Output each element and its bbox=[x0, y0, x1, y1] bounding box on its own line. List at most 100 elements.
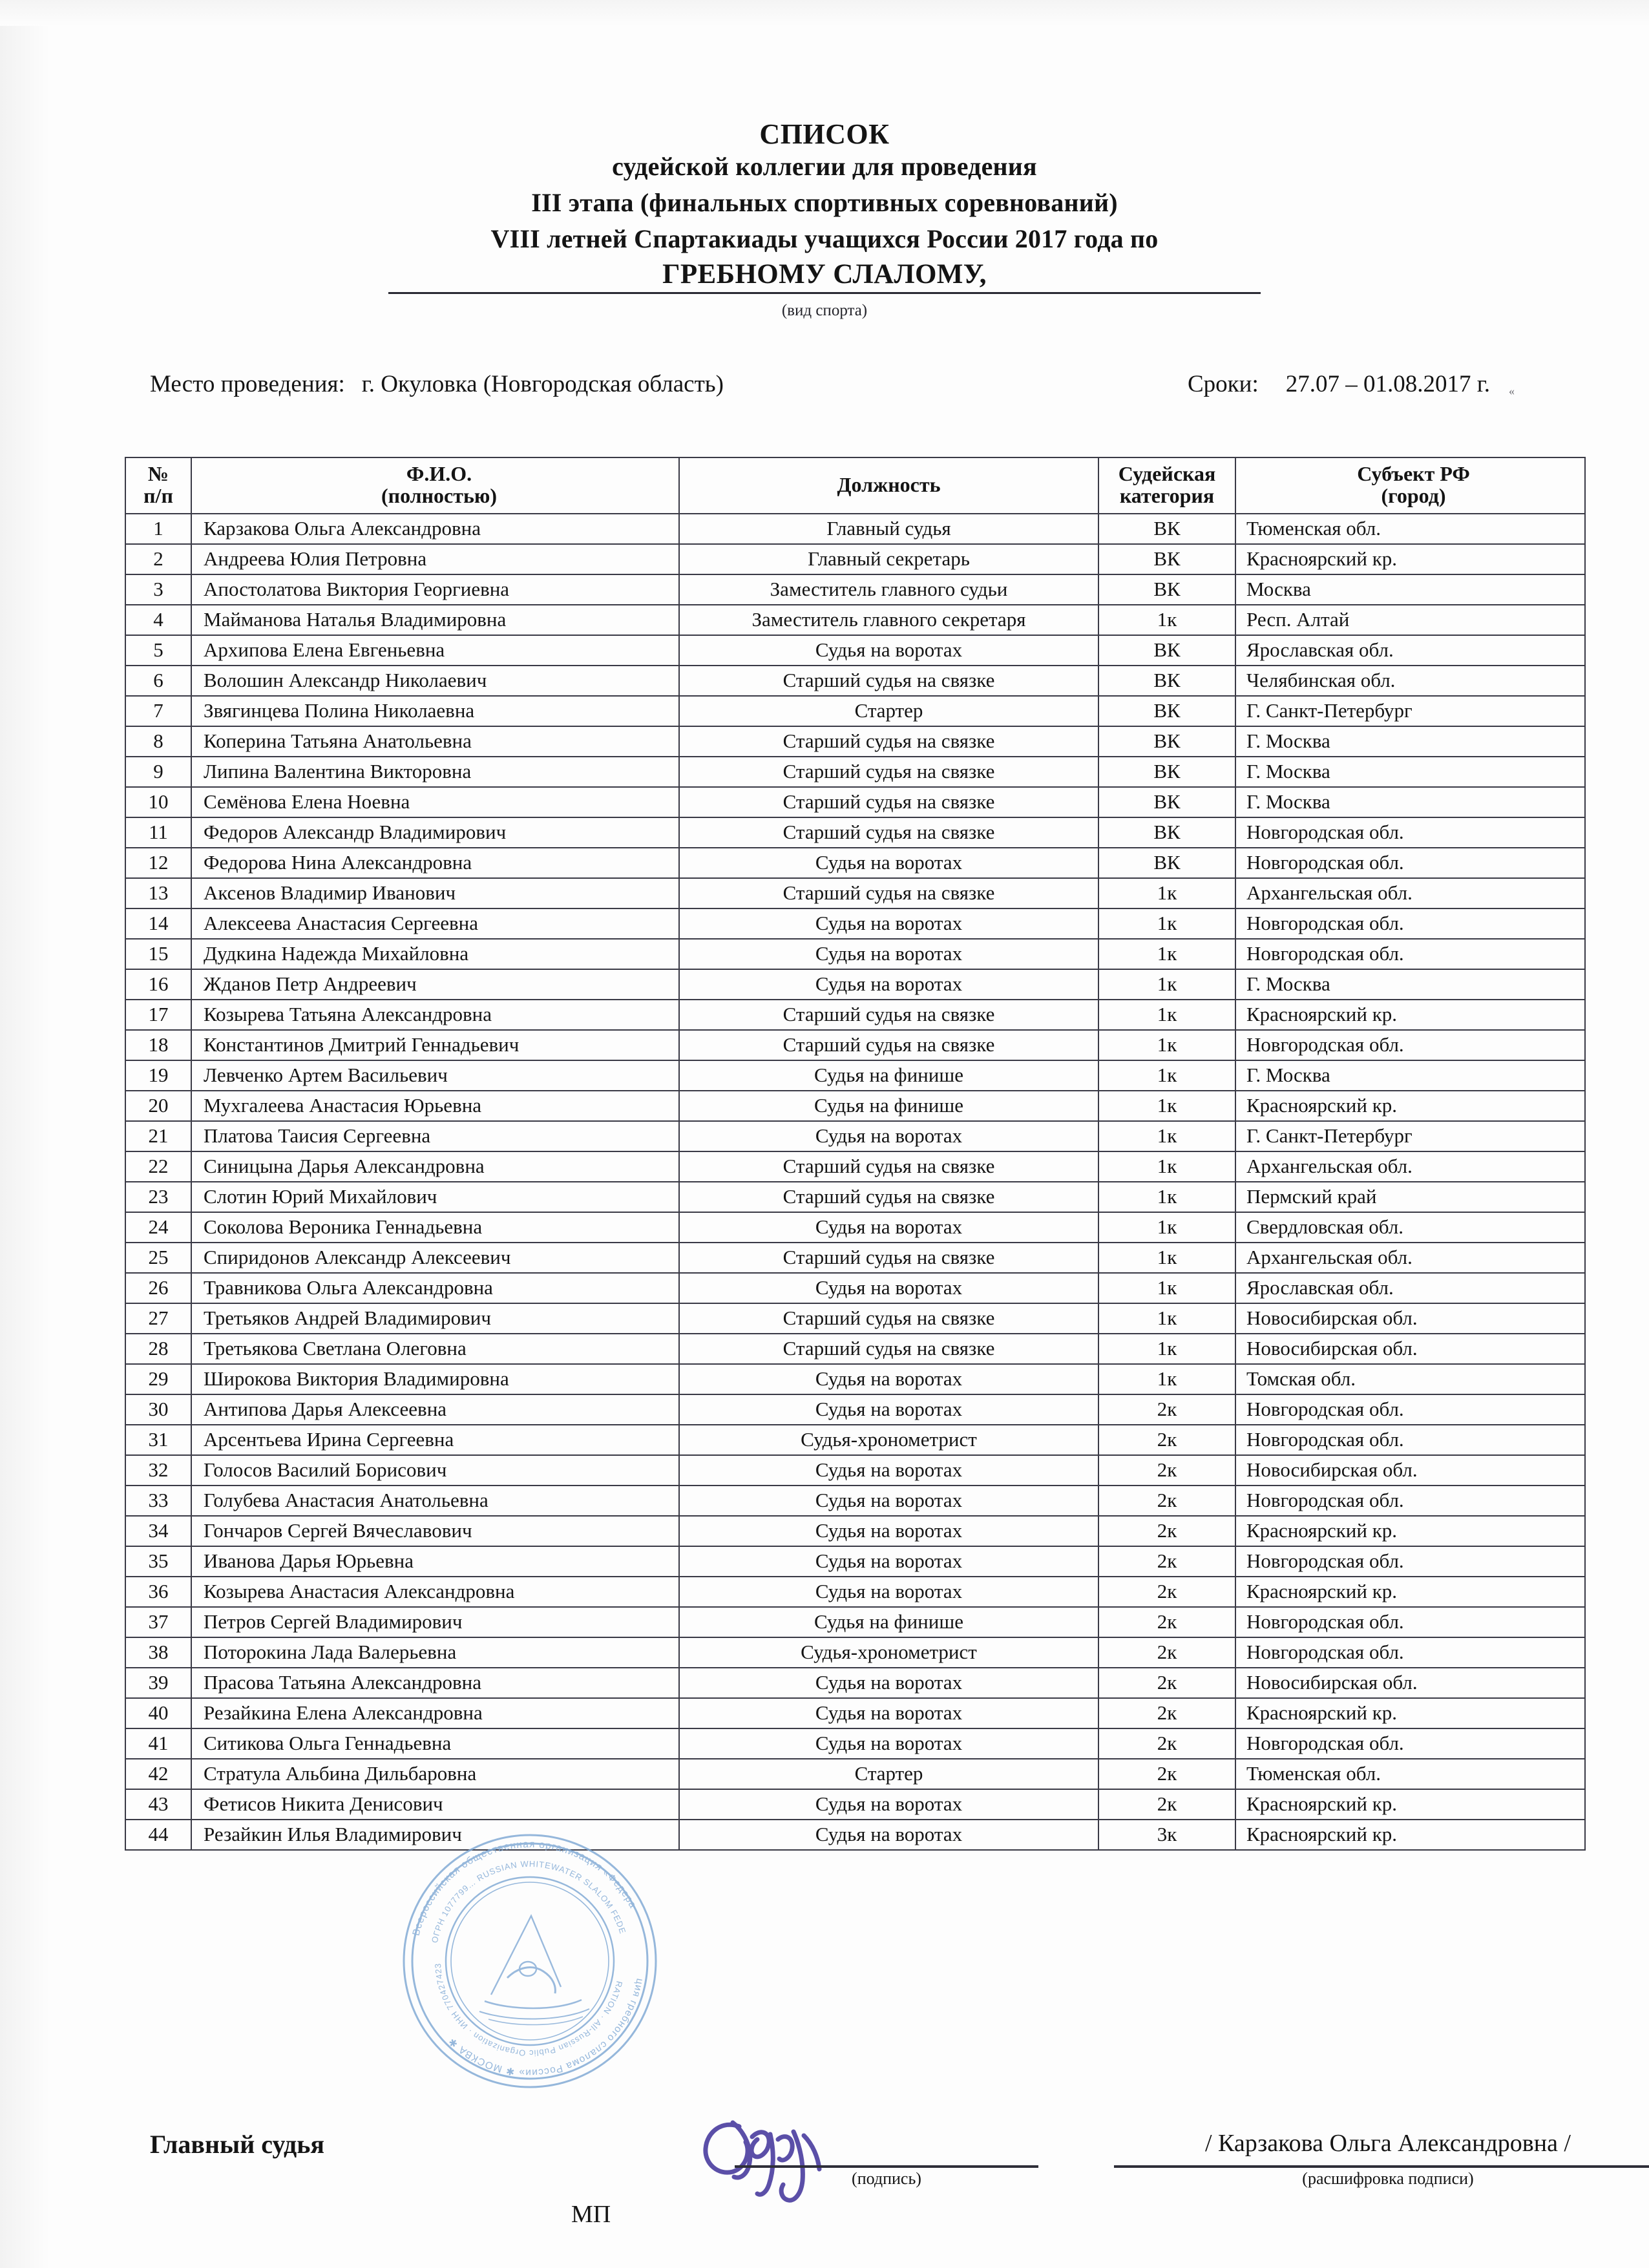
cell-role: Судья на финише bbox=[678, 1090, 1099, 1122]
cell-number: 31 bbox=[125, 1424, 192, 1456]
cell-fio: Карзакова Ольга Александровна bbox=[191, 513, 680, 545]
table-row: 13 Аксенов Владимир Иванович Старший судья… bbox=[125, 877, 1586, 910]
cell-fio: Третьяков Андрей Владимирович bbox=[191, 1303, 680, 1335]
cell-subject: Москва bbox=[1235, 574, 1586, 606]
cell-number: 33 bbox=[125, 1485, 192, 1517]
cell-subject: Респ. Алтай bbox=[1235, 604, 1586, 636]
cell-category: 1к bbox=[1098, 604, 1236, 636]
cell-role: Судья на воротах bbox=[678, 1728, 1099, 1760]
cell-subject: Архангельская обл. bbox=[1235, 877, 1586, 910]
cell-number: 17 bbox=[125, 999, 192, 1031]
cell-number: 35 bbox=[125, 1546, 192, 1578]
cell-subject: Челябинская обл. bbox=[1235, 665, 1586, 697]
cell-fio: Звягинцева Полина Николаевна bbox=[191, 695, 680, 728]
column-header-subject-line1: Субъект РФ bbox=[1357, 462, 1470, 485]
cell-fio: Жданов Петр Андреевич bbox=[191, 969, 680, 1001]
cell-category: 2к bbox=[1098, 1515, 1236, 1548]
cell-subject: Красноярский кр. bbox=[1235, 999, 1586, 1031]
cell-subject: Новгородская обл. bbox=[1235, 1394, 1586, 1426]
signature-name-value: / Карзакова Ольга Александровна / bbox=[1205, 2130, 1571, 2157]
cell-number: 8 bbox=[125, 726, 192, 758]
table-row: 25 Спиридонов Александр Алексеевич Старший… bbox=[125, 1242, 1586, 1274]
cell-subject: Красноярский кр. bbox=[1235, 1515, 1586, 1548]
table-row: 36 Козырева Анастасия Александровна Судья … bbox=[125, 1576, 1586, 1608]
cell-role: Старший судья на связке bbox=[678, 1303, 1099, 1335]
cell-role: Судья на воротах bbox=[678, 1363, 1099, 1396]
table-row: 43 Фетисов Никита Денисович Судья на ворот… bbox=[125, 1789, 1586, 1821]
cell-number: 29 bbox=[125, 1363, 192, 1396]
table-header: № п/п Ф.И.О. (полностью) Должность Судей… bbox=[125, 456, 1586, 515]
table-row: 19 Левченко Артем Васильевич Судья на фини… bbox=[125, 1060, 1586, 1092]
cell-role: Судья на воротах bbox=[678, 1789, 1099, 1821]
cell-role: Судья на воротах bbox=[678, 1515, 1099, 1548]
table-row: 18 Константинов Дмитрий Геннадьевич Старши… bbox=[125, 1029, 1586, 1062]
cell-number: 16 bbox=[125, 969, 192, 1001]
document-subtitle-line-3: VIII летней Спартакиады учащихся России … bbox=[490, 224, 1159, 253]
cell-category: ВК bbox=[1098, 695, 1236, 728]
cell-subject: Ярославская обл. bbox=[1235, 635, 1586, 667]
cell-category: 1к bbox=[1098, 908, 1236, 940]
svg-text:ция гребного слалома России» ✱: ция гребного слалома России» ✱ МОСКВА ✱ bbox=[446, 1978, 646, 2079]
cell-subject: Новгородская обл. bbox=[1235, 938, 1586, 971]
cell-fio: Липина Валентина Викторовна bbox=[191, 756, 680, 788]
cell-subject: Г. Санкт-Петербург bbox=[1235, 695, 1586, 728]
cell-category: 2к bbox=[1098, 1758, 1236, 1790]
cell-number: 43 bbox=[125, 1789, 192, 1821]
svg-text:ОГРН 1077799… RUSSIAN WHITEWAT: ОГРН 1077799… RUSSIAN WHITEWATER SLALOM … bbox=[430, 1859, 628, 1944]
table-row: 11 Федоров Александр Владимирович Старший … bbox=[125, 817, 1586, 849]
cell-number: 40 bbox=[125, 1697, 192, 1730]
sport-name-block: ГРЕБНОМУ СЛАЛОМУ, (вид спорта) bbox=[0, 258, 1649, 320]
signature-name-caption: (расшифровка подписи) bbox=[1302, 2169, 1474, 2188]
cell-role: Старший судья на связке bbox=[678, 1333, 1099, 1365]
table-row: 8 Коперина Татьяна Анатольевна Старший суд… bbox=[125, 726, 1586, 758]
cell-fio: Соколова Вероника Геннадьевна bbox=[191, 1212, 680, 1244]
cell-fio: Прасова Татьяна Александровна bbox=[191, 1667, 680, 1699]
cell-role: Судья на воротах bbox=[678, 1485, 1099, 1517]
cell-category: ВК bbox=[1098, 726, 1236, 758]
cell-role: Судья-хронометрист bbox=[678, 1637, 1099, 1669]
cell-subject: Красноярский кр. bbox=[1235, 1819, 1586, 1851]
cell-number: 21 bbox=[125, 1120, 192, 1153]
cell-subject: Г. Москва bbox=[1235, 756, 1586, 788]
table-header-row: № п/п Ф.И.О. (полностью) Должность Судей… bbox=[125, 456, 1586, 515]
cell-fio: Мухгалеева Анастасия Юрьевна bbox=[191, 1090, 680, 1122]
cell-category: 1к bbox=[1098, 1303, 1236, 1335]
table-row: 3 Апостолатова Виктория Георгиевна Замести… bbox=[125, 574, 1586, 606]
column-header-role: Должность bbox=[678, 456, 1099, 515]
cell-number: 20 bbox=[125, 1090, 192, 1122]
column-header-fio: Ф.И.О. (полностью) bbox=[191, 456, 680, 515]
cell-category: 1к bbox=[1098, 1363, 1236, 1396]
cell-subject: Г. Москва bbox=[1235, 969, 1586, 1001]
cell-fio: Стратула Альбина Дильбаровна bbox=[191, 1758, 680, 1790]
cell-fio: Дудкина Надежда Михайловна bbox=[191, 938, 680, 971]
cell-role: Старший судья на связке bbox=[678, 1029, 1099, 1062]
cell-subject: Новосибирская обл. bbox=[1235, 1303, 1586, 1335]
cell-fio: Гончаров Сергей Вячеславович bbox=[191, 1515, 680, 1548]
table-row: 38 Поторокина Лада Валерьевна Судья-хроном… bbox=[125, 1637, 1586, 1669]
cell-fio: Аксенов Владимир Иванович bbox=[191, 877, 680, 910]
cell-role: Старший судья на связке bbox=[678, 1242, 1099, 1274]
cell-role: Судья на воротах bbox=[678, 635, 1099, 667]
cell-role: Судья на воротах bbox=[678, 1667, 1099, 1699]
table-row: 42 Стратула Альбина Дильбаровна Стартер 2к Т… bbox=[125, 1758, 1586, 1790]
table-row: 10 Семёнова Елена Ноевна Старший судья на … bbox=[125, 786, 1586, 819]
table-row: 2 Андреева Юлия Петровна Главный секретарь… bbox=[125, 543, 1586, 576]
table-row: 1 Карзакова Ольга Александровна Главный су… bbox=[125, 513, 1586, 545]
cell-fio: Апостолатова Виктория Георгиевна bbox=[191, 574, 680, 606]
column-header-number-line1: № bbox=[147, 462, 169, 485]
column-header-fio-line1: Ф.И.О. bbox=[406, 462, 472, 485]
table-row: 9 Липина Валентина Викторовна Старший судь… bbox=[125, 756, 1586, 788]
cell-role: Старший судья на связке bbox=[678, 665, 1099, 697]
column-header-number-line2: п/п bbox=[143, 483, 173, 507]
column-header-fio-line2: (полностью) bbox=[381, 483, 497, 507]
svg-text:Всероссийская общественная орг: Всероссийская общественная организация «… bbox=[411, 1839, 639, 1937]
column-header-number: № п/п bbox=[125, 456, 192, 515]
table-row: 29 Широкова Виктория Владимировна Судья на… bbox=[125, 1363, 1586, 1396]
cell-fio: Платова Таисия Сергеевна bbox=[191, 1120, 680, 1153]
cell-category: 2к bbox=[1098, 1454, 1236, 1487]
table-row: 39 Прасова Татьяна Александровна Судья на … bbox=[125, 1667, 1586, 1699]
cell-number: 10 bbox=[125, 786, 192, 819]
cell-number: 22 bbox=[125, 1151, 192, 1183]
table-row: 20 Мухгалеева Анастасия Юрьевна Судья на ф… bbox=[125, 1090, 1586, 1122]
table-row: 14 Алексеева Анастасия Сергеевна Судья на … bbox=[125, 908, 1586, 940]
